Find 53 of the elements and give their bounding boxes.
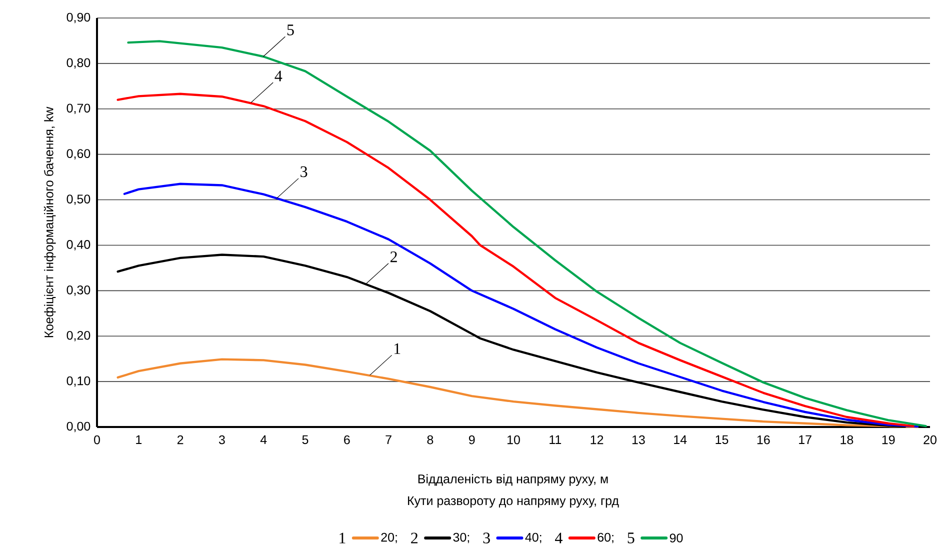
y-tick-label: 0,40 [66, 240, 90, 250]
x-tick-label: 13 [632, 435, 645, 444]
y-tick-label: 0,30 [66, 285, 90, 296]
x-tick-label: 6 [344, 435, 350, 444]
x-tick-label: 3 [218, 435, 225, 444]
x-tick-label: 16 [757, 435, 770, 444]
text: 4 [555, 532, 562, 544]
x-tick-label: 8 [427, 435, 434, 444]
y-tick-label: 0,50 [66, 194, 90, 205]
line-series [123, 182, 919, 428]
line-series [116, 358, 919, 428]
legend-label: 90 [670, 534, 683, 542]
x-tick-label: 2 [177, 435, 184, 444]
x-tick-label: 4 [260, 435, 267, 444]
y-tick-label: 0,90 [66, 12, 90, 24]
y-tick-label: 0,60 [66, 149, 90, 160]
x-tick-label: 15 [716, 435, 728, 444]
y-tick-label: 0,00 [66, 422, 90, 432]
x-tick-label: 18 [840, 435, 854, 444]
text: 3 [483, 532, 490, 544]
legend-label: 60; [598, 532, 614, 544]
y-tick-label: 0,80 [66, 58, 90, 69]
text: 5 [628, 532, 634, 544]
x-tick-label: 9 [468, 435, 475, 444]
x-tick-label: 7 [386, 435, 392, 444]
annotation: 4 [274, 70, 282, 82]
line-series [127, 40, 927, 428]
text: 1 [340, 532, 346, 544]
annotation: 5 [287, 24, 294, 36]
x-tick-label: 1 [136, 435, 142, 444]
y-tick-label: 0,20 [66, 330, 90, 342]
x-tick-label: 20 [924, 435, 936, 444]
text: 2 [411, 532, 418, 544]
x-tick-label: 19 [882, 435, 895, 444]
x-tick-label: 0 [94, 435, 100, 444]
x-tick-label: 12 [590, 435, 604, 444]
x-tick-label: 14 [674, 435, 687, 444]
y-tick-label: 0,10 [66, 376, 90, 387]
x-tick-label: 17 [799, 435, 812, 444]
legend-label: 20; [381, 532, 397, 544]
y-axis-title: Коефіцієнт інформаційного бачення, kw [44, 106, 56, 338]
annotation: 2 [390, 252, 397, 262]
legend-title: Кути развороту до напряму руху, грд [408, 496, 619, 508]
annotation: 3 [300, 166, 308, 178]
x-tick-label: 11 [550, 435, 562, 444]
annotation: 1 [394, 343, 400, 354]
x-axis-title: Віддаленість від напряму руху, м [418, 474, 608, 486]
legend-label: 30; [453, 532, 470, 544]
legend-label: 40; [525, 532, 542, 544]
x-tick-label: 10 [508, 435, 520, 444]
y-tick-label: 0,70 [66, 104, 90, 114]
line-series [116, 92, 914, 428]
x-tick-label: 5 [302, 435, 308, 444]
